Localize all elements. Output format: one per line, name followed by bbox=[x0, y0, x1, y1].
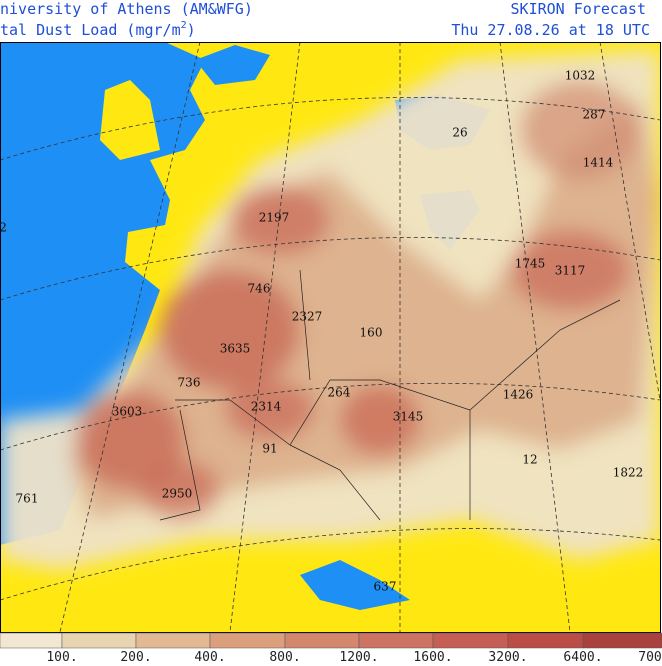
map-label: 761 bbox=[16, 492, 39, 506]
map-label: 637 bbox=[374, 580, 397, 594]
colorbar-label: 1600. bbox=[413, 650, 452, 662]
colorbar-box bbox=[507, 632, 584, 649]
map-label: 3145 bbox=[393, 410, 424, 424]
land bbox=[100, 80, 160, 160]
map-frame bbox=[0, 42, 661, 633]
colorbar-box bbox=[358, 632, 434, 649]
sea-inner bbox=[195, 45, 270, 85]
map-labels: 1032 287 26 1414 2197 2 1745 3117 746 2327 160 3635… bbox=[0, 69, 643, 594]
colorbar-box bbox=[209, 632, 286, 649]
map bbox=[0, 42, 660, 632]
map-label: 160 bbox=[360, 326, 383, 340]
colorbar-label: 3200. bbox=[488, 650, 527, 662]
map-label: 746 bbox=[248, 282, 271, 296]
map-label: 91 bbox=[262, 442, 277, 456]
colorbar-label: 100. bbox=[46, 650, 77, 662]
colorbar-box bbox=[284, 632, 360, 649]
colorbar-box bbox=[61, 632, 137, 649]
colorbar-label: 1200. bbox=[339, 650, 378, 662]
map-label: 264 bbox=[328, 386, 351, 400]
map-label: 12 bbox=[522, 453, 537, 467]
colorbar-box bbox=[135, 632, 211, 649]
header-text: tal Dust Load (mgr/m bbox=[0, 21, 181, 39]
colorbar-box bbox=[582, 632, 662, 649]
header-text: ) bbox=[187, 21, 196, 39]
colorbar-label: 6400. bbox=[563, 650, 602, 662]
map-label: 1745 bbox=[515, 257, 546, 271]
colorbar: 100. 200. 400. 800. 1200. 1600. 3200. 6400. 700 bbox=[0, 632, 662, 665]
graticule bbox=[0, 42, 660, 632]
map-label: 736 bbox=[178, 376, 201, 390]
dust bbox=[0, 50, 660, 570]
map-label: 26 bbox=[452, 126, 467, 140]
header-line: Thu 27.08.26 at 18 UTC bbox=[451, 21, 650, 39]
map-label: 2950 bbox=[162, 487, 193, 501]
sea-inner bbox=[300, 560, 410, 610]
map-label: 287 bbox=[583, 108, 606, 122]
header-sup: 2 bbox=[181, 20, 187, 31]
map-label: 2327 bbox=[292, 310, 323, 324]
map-label: 1032 bbox=[565, 69, 596, 83]
borders bbox=[159, 269, 621, 521]
colorbar-label: 800. bbox=[269, 650, 300, 662]
map-label: 2314 bbox=[251, 400, 282, 414]
map-label: 3603 bbox=[112, 405, 143, 419]
colorbar-label: 400. bbox=[194, 650, 225, 662]
colorbar-label: 700 bbox=[638, 650, 661, 662]
colorbar-label: 200. bbox=[120, 650, 151, 662]
map-label: 3635 bbox=[220, 342, 251, 356]
colorbar-box bbox=[432, 632, 509, 649]
map-label: 2 bbox=[0, 221, 7, 235]
map-label: 3117 bbox=[555, 264, 586, 278]
map-label: 1426 bbox=[503, 388, 534, 402]
header-line: SKIRON Forecast bbox=[511, 0, 646, 18]
map-label: 1414 bbox=[583, 156, 614, 170]
header-line: niversity of Athens (AM&WFG) bbox=[0, 0, 253, 18]
map-label: 1822 bbox=[613, 466, 644, 480]
colorbar-box bbox=[0, 632, 63, 649]
header-line: tal Dust Load (mgr/m2) bbox=[0, 20, 196, 39]
map-label: 2197 bbox=[259, 211, 290, 225]
